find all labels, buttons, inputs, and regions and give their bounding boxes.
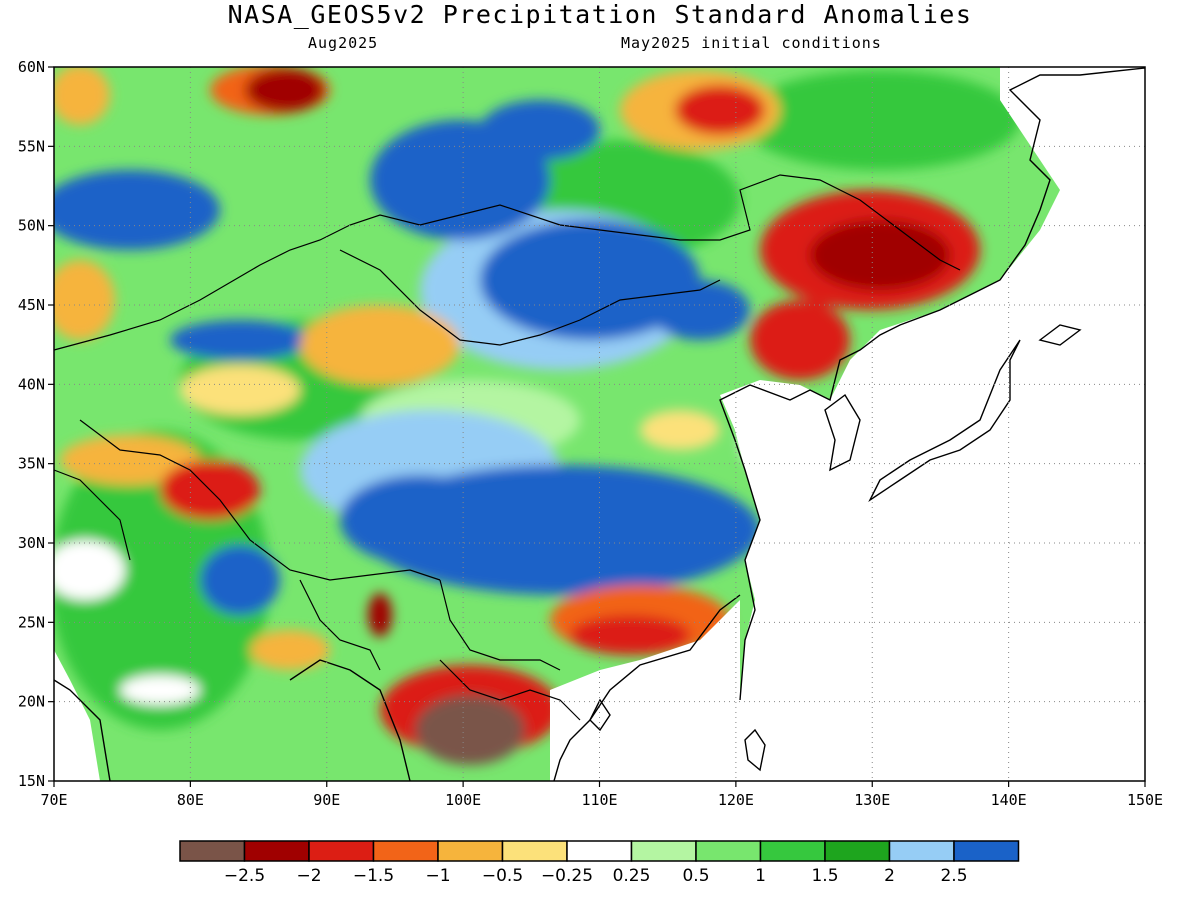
lon-tick-label: 130E [854, 791, 890, 809]
colorbar-label: 2.5 [940, 866, 967, 886]
lat-tick-label: 35N [18, 455, 45, 473]
lat-tick-label: 45N [18, 296, 45, 314]
latitude-axis: 15N 20N 25N 30N 35N 40N 45N 50N 55N 60N [18, 58, 54, 790]
ocean-mask [54, 67, 1145, 781]
colorbar-label: −0.5 [482, 866, 523, 886]
colorbar-label: 0.5 [682, 866, 709, 886]
lat-tick-label: 55N [18, 137, 45, 155]
colorbar-swatch [372, 840, 439, 862]
longitude-axis: 70E 80E 90E 100E 110E 120E 130E 140E 150E [40, 781, 1163, 809]
colorbar-swatch [888, 840, 955, 862]
colorbar-label: −2 [296, 866, 321, 886]
lat-tick-label: 30N [18, 534, 45, 552]
lat-tick-label: 25N [18, 613, 45, 631]
lon-tick-label: 110E [581, 791, 617, 809]
lon-tick-label: 70E [40, 791, 67, 809]
anomaly-field [54, 67, 1145, 781]
colorbar-label: −1.5 [353, 866, 394, 886]
colorbar-swatch [437, 840, 504, 862]
colorbar-swatch [824, 840, 891, 862]
colorbar-label: −0.25 [541, 866, 593, 886]
colorbar-label: −2.5 [224, 866, 265, 886]
colorbar-swatch [953, 840, 1020, 862]
grid-lines [54, 67, 1145, 781]
colorbar-swatch [566, 840, 633, 862]
colorbar-swatch [501, 840, 568, 862]
colorbar: −2.5 −2 −1.5 −1 −0.5 −0.25 0.25 0.5 1 1.5 2 2.5 [179, 840, 1020, 886]
map-title: NASA_GEOS5v2 Precipitation Standard Anom… [227, 0, 973, 29]
lon-tick-label: 90E [313, 791, 340, 809]
lon-tick-label: 140E [991, 791, 1027, 809]
lon-tick-label: 120E [718, 791, 754, 809]
initial-conditions: May2025 initial conditions [621, 34, 882, 52]
lat-tick-label: 50N [18, 217, 45, 235]
colorbar-label: 2 [884, 866, 895, 886]
coastlines [53, 67, 1146, 782]
lon-tick-label: 80E [177, 791, 204, 809]
colorbar-swatch [179, 840, 246, 862]
lat-tick-label: 40N [18, 375, 45, 393]
colorbar-swatch [308, 840, 375, 862]
colorbar-label: 0.25 [613, 866, 651, 886]
colorbar-swatch [695, 840, 762, 862]
lat-tick-label: 20N [18, 693, 45, 711]
lat-tick-label: 60N [18, 58, 45, 76]
colorbar-label: −1 [425, 866, 450, 886]
forecast-month: Aug2025 [308, 34, 379, 52]
colorbar-swatch [630, 840, 697, 862]
lon-tick-label: 150E [1127, 791, 1163, 809]
country-borders [53, 174, 961, 721]
colorbar-label: 1 [755, 866, 766, 886]
colorbar-label: 1.5 [811, 866, 838, 886]
lat-tick-label: 15N [18, 772, 45, 790]
colorbar-swatch [243, 840, 310, 862]
colorbar-swatch [759, 840, 826, 862]
lon-tick-label: 100E [445, 791, 481, 809]
